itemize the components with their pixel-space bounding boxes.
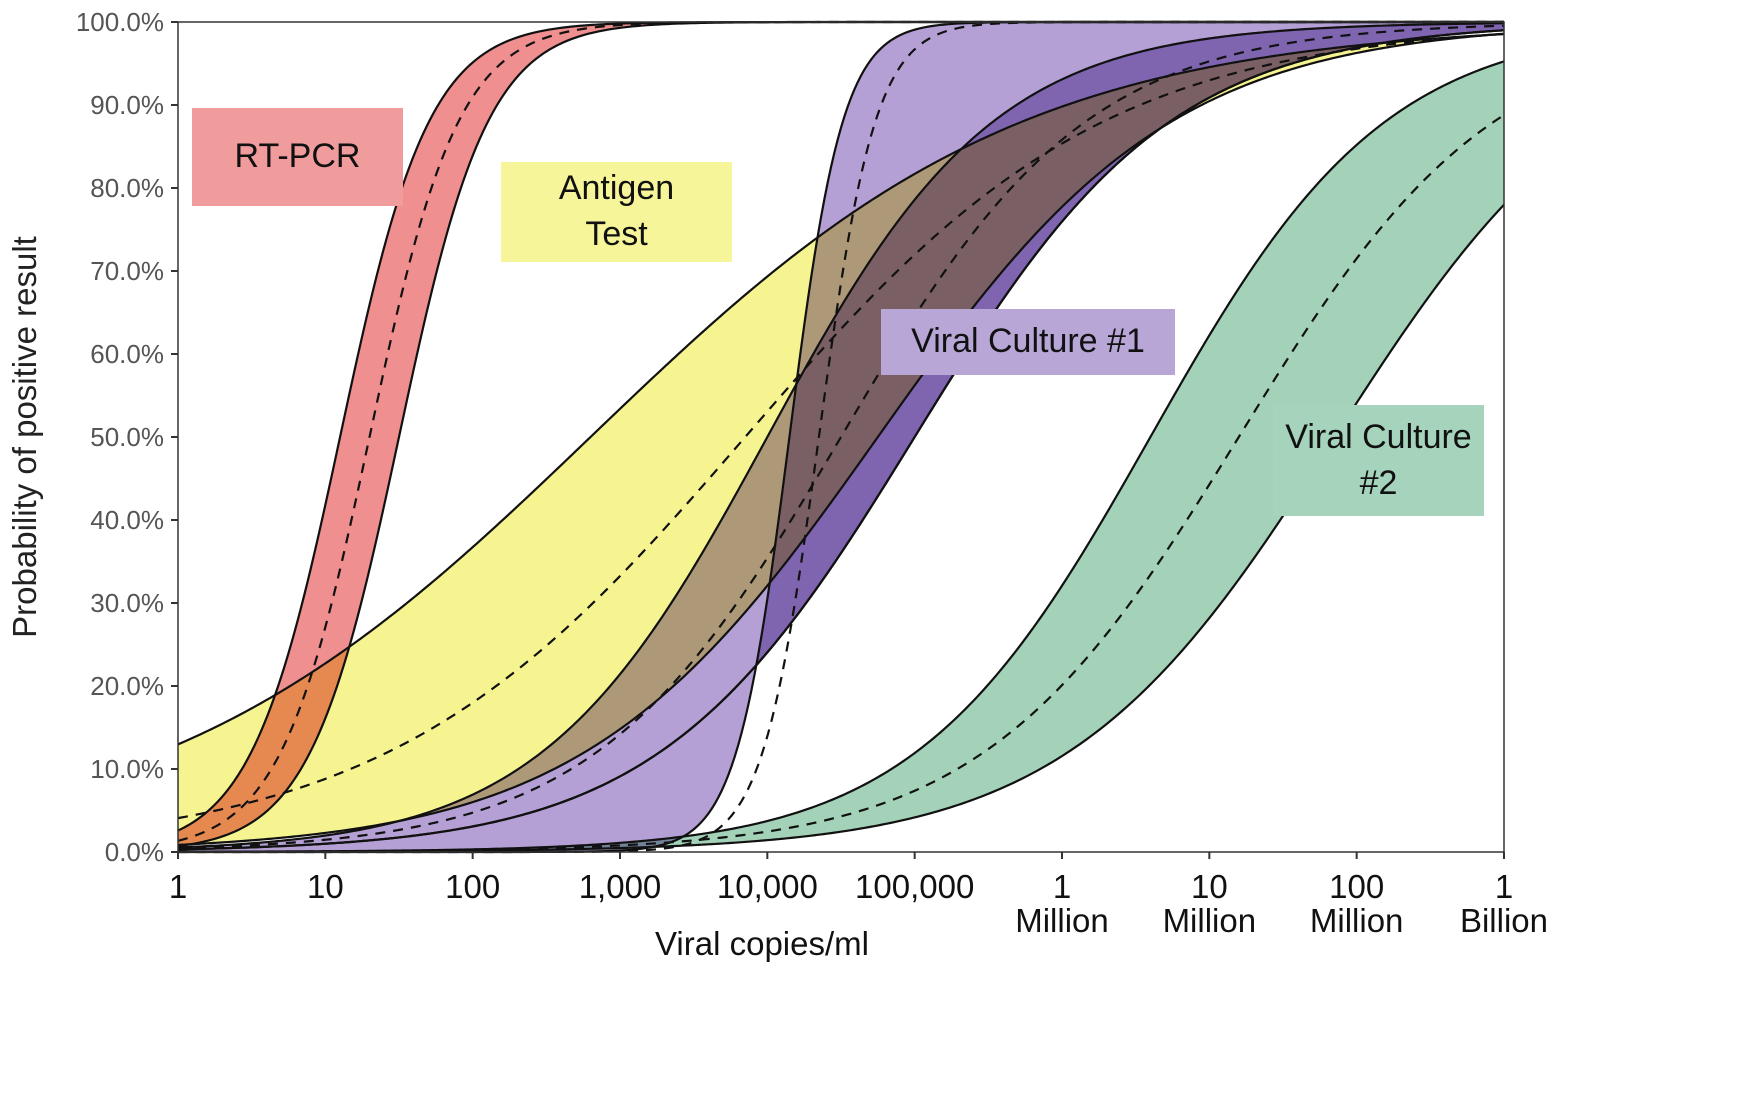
y-tick-label: 10.0% xyxy=(90,754,164,784)
median-line-viral-culture-2 xyxy=(177,114,1505,853)
label-rt-pcr: RT-PCR xyxy=(192,108,403,206)
x-tick-label: Million xyxy=(1163,902,1257,939)
x-tick-label: 100 xyxy=(1329,868,1384,905)
band-viral-culture-2 xyxy=(178,61,1504,852)
label-viral-culture-2: Viral Culture #2 xyxy=(1273,405,1484,516)
x-tick-label: 1 xyxy=(1495,868,1513,905)
x-axis-label: Viral copies/ml xyxy=(655,925,869,962)
band-viral-culture-1 xyxy=(178,23,1504,850)
bound-line-antigen-test xyxy=(177,32,1505,746)
label-viral-culture-1: Viral Culture #1 xyxy=(881,309,1175,375)
y-tick-label: 90.0% xyxy=(90,90,164,120)
label-antigen-test: Antigen Test xyxy=(501,162,732,262)
x-tick-label: Million xyxy=(1015,902,1109,939)
x-tick-label: Billion xyxy=(1460,902,1548,939)
x-tick-label: 10 xyxy=(1191,868,1228,905)
x-tick-label: 1,000 xyxy=(579,868,662,905)
y-tick-label: 40.0% xyxy=(90,505,164,535)
y-tick-label: 100.0% xyxy=(76,7,164,37)
plot-area xyxy=(177,20,1505,854)
x-tick-label: 100,000 xyxy=(855,868,974,905)
bound-line-viral-culture-1 xyxy=(177,29,1505,851)
y-tick-label: 80.0% xyxy=(90,173,164,203)
y-tick-label: 60.0% xyxy=(90,339,164,369)
median-line-viral-culture-1 xyxy=(177,24,1505,850)
x-tick-label: 10 xyxy=(307,868,344,905)
y-tick-label: 0.0% xyxy=(105,837,164,867)
y-tick-label: 30.0% xyxy=(90,588,164,618)
x-tick-label: 1 xyxy=(1053,868,1071,905)
y-tick-label: 70.0% xyxy=(90,256,164,286)
y-tick-label: 50.0% xyxy=(90,422,164,452)
y-tick-label: 20.0% xyxy=(90,671,164,701)
x-tick-label: 10,000 xyxy=(717,868,818,905)
bound-line-viral-culture-1 xyxy=(177,22,1505,849)
median-line-antigen-test xyxy=(177,32,1505,820)
x-tick-label: Million xyxy=(1310,902,1404,939)
x-tick-label: 100 xyxy=(445,868,500,905)
y-axis-label: Probability of positive result xyxy=(6,236,43,638)
x-tick-label: 1 xyxy=(169,868,187,905)
